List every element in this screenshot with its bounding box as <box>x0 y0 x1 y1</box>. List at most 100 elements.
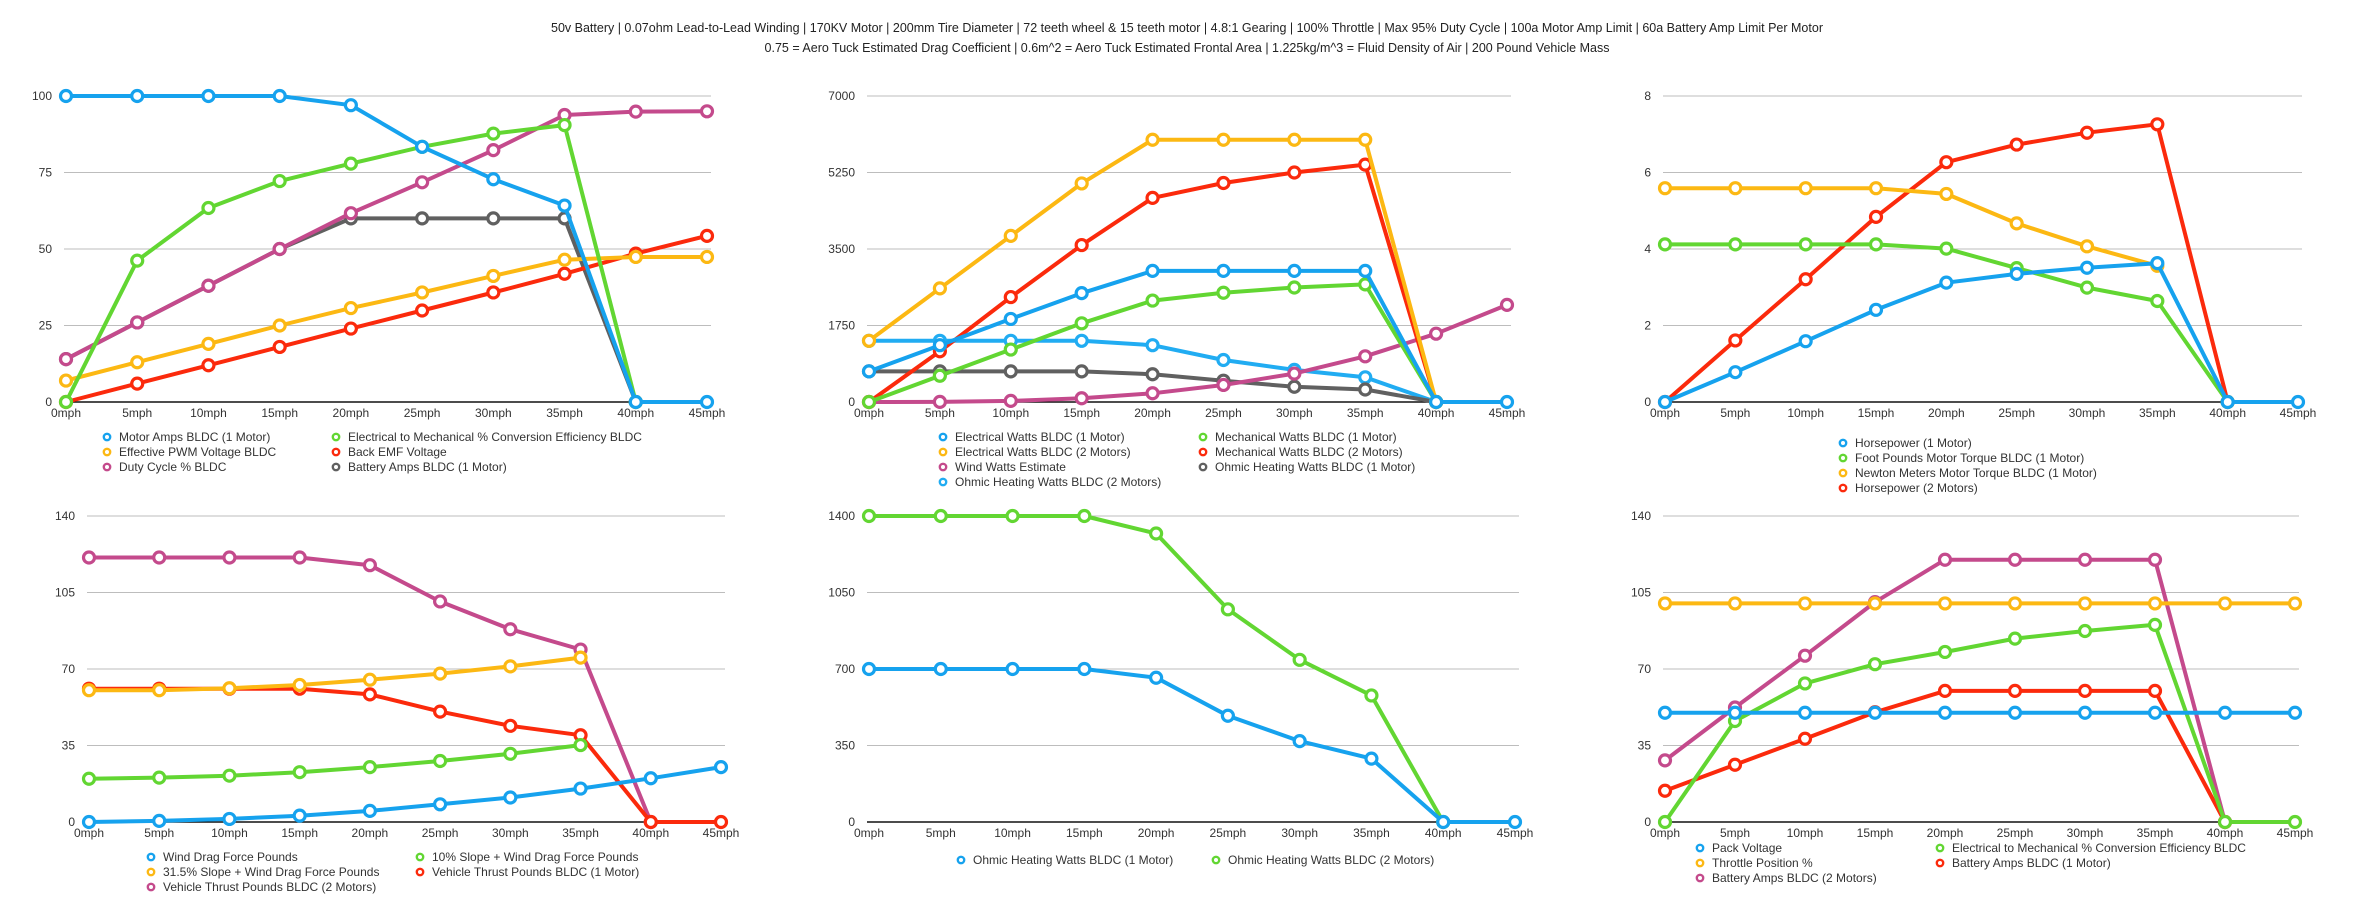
legend-item: Electrical to Mechanical % Conversion Ef… <box>1935 841 2246 855</box>
data-point <box>362 558 377 573</box>
data-point <box>343 206 358 221</box>
data-point <box>272 318 287 333</box>
data-point <box>628 249 643 265</box>
data-point <box>1287 366 1302 381</box>
legend-marker-icon <box>1838 483 1848 493</box>
x-tick-label: 15mph <box>281 826 318 840</box>
legend-label: Electrical to Mechanical % Conversion Ef… <box>1952 841 2246 855</box>
series-line <box>1663 242 2230 404</box>
data-point <box>1216 285 1231 300</box>
x-tick-label: 35mph <box>2137 826 2174 840</box>
series-line <box>1663 622 2297 824</box>
y-tick-label: 25 <box>39 319 53 333</box>
data-point <box>2217 596 2233 611</box>
data-point <box>1145 367 1160 382</box>
data-point <box>861 333 877 348</box>
data-point <box>1798 272 1813 287</box>
data-point <box>699 104 715 119</box>
data-point <box>933 508 948 524</box>
data-point <box>1292 652 1307 667</box>
x-tick-label: 45mph <box>2280 406 2317 420</box>
data-point <box>1216 132 1231 147</box>
data-point <box>1798 181 1813 196</box>
legend-item: Battery Amps BLDC (1 Motor) <box>331 460 507 474</box>
legend-item: Electrical Watts BLDC (1 Motor) <box>938 430 1125 444</box>
data-point <box>58 394 74 410</box>
legend-label: Battery Amps BLDC (1 Motor) <box>1952 856 2111 870</box>
series-foot-pounds-motor-torque-bldc-1-motor <box>1657 237 2235 410</box>
x-tick-label: 15mph <box>1066 826 1103 840</box>
y-tick-label: 0 <box>1644 395 1651 409</box>
legend-label: Back EMF Voltage <box>348 445 447 459</box>
x-tick-label: 10mph <box>1787 826 1824 840</box>
chart-motor-electrical: 0 25 50 75 100 0mph 5mph 10mph 15mph 20mph 25mph 30… <box>32 88 725 474</box>
data-point <box>932 368 947 383</box>
legend-item: Wind Drag Force Pounds <box>146 850 298 864</box>
x-tick-label: 40mph <box>1418 406 1455 420</box>
data-point <box>2077 552 2093 567</box>
legend-marker-icon <box>938 462 948 472</box>
x-tick-label: 25mph <box>1210 826 1247 840</box>
data-point <box>222 550 237 565</box>
data-point <box>343 98 358 113</box>
data-point <box>272 173 287 189</box>
legend-label: Ohmic Heating Watts BLDC (2 Motors) <box>1228 853 1434 867</box>
x-tick-label: 30mph <box>1281 826 1318 840</box>
data-point <box>2147 596 2163 611</box>
x-tick-label: 25mph <box>1998 406 2035 420</box>
data-point <box>1220 708 1235 723</box>
series-horsepower-1-motor <box>1657 256 2306 410</box>
data-point <box>932 281 947 296</box>
data-point <box>573 737 588 753</box>
x-tick-label: 40mph <box>2207 826 2244 840</box>
data-point <box>1797 648 1813 663</box>
data-point <box>1003 311 1018 327</box>
data-point <box>557 198 572 213</box>
series-duty-cycle-bldc <box>58 104 715 367</box>
data-point <box>1074 364 1089 379</box>
data-point <box>2009 266 2024 281</box>
series-line <box>1663 261 2300 404</box>
data-point <box>861 661 877 677</box>
x-tick-label: 25mph <box>422 826 459 840</box>
data-point <box>152 770 167 785</box>
legend-item: Effective PWM Voltage BLDC <box>102 445 277 459</box>
data-point <box>201 88 216 104</box>
y-tick-label: 70 <box>1638 662 1652 676</box>
x-tick-label: 5mph <box>122 406 152 420</box>
data-point <box>699 249 715 265</box>
data-point <box>1728 333 1743 348</box>
data-point <box>362 760 377 775</box>
data-point <box>1727 705 1743 720</box>
legend-label: 10% Slope + Wind Drag Force Pounds <box>432 850 638 864</box>
legend-marker-icon <box>1695 873 1705 883</box>
data-point <box>2150 256 2165 271</box>
x-tick-label: 15mph <box>261 406 298 420</box>
data-point <box>1287 263 1302 278</box>
x-tick-label: 30mph <box>2067 826 2104 840</box>
data-point <box>1937 596 1953 611</box>
legend-marker-icon <box>1695 858 1705 868</box>
data-point <box>1364 688 1379 703</box>
legend-marker-icon <box>1935 843 1945 853</box>
data-point <box>2147 683 2163 698</box>
data-point <box>272 241 287 257</box>
data-point <box>201 336 216 351</box>
legend-label: Motor Amps BLDC (1 Motor) <box>119 430 270 444</box>
data-point <box>2217 705 2233 720</box>
data-point <box>1003 289 1018 305</box>
data-point <box>1149 670 1164 685</box>
data-point <box>343 156 358 171</box>
data-point <box>486 211 501 226</box>
data-point <box>2079 280 2095 295</box>
data-point <box>1499 394 1515 410</box>
data-point <box>272 88 287 104</box>
x-tick-label: 20mph <box>1138 826 1175 840</box>
data-point <box>292 765 307 780</box>
data-point <box>2217 814 2233 830</box>
data-point <box>1657 753 1673 768</box>
data-point <box>503 622 518 637</box>
series-newton-meters-motor-torque-bldc-1-motor <box>1657 181 2165 273</box>
data-point <box>1292 734 1307 749</box>
legend-item: Vehicle Thrust Pounds BLDC (2 Motors) <box>146 880 376 894</box>
